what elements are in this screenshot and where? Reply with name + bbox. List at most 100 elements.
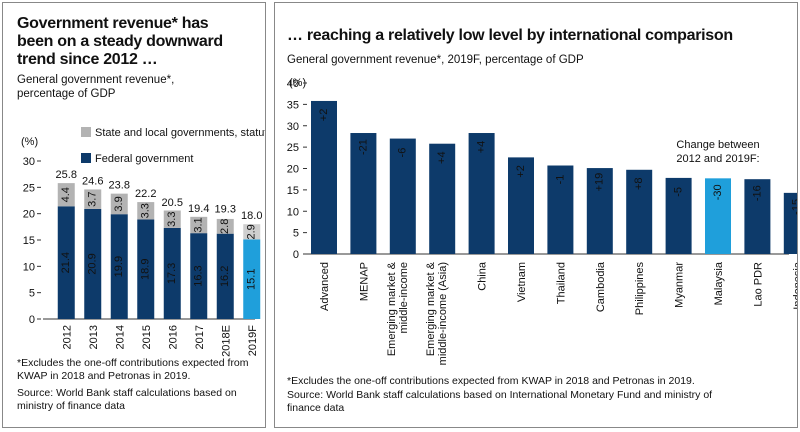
value-label: 3.3 (166, 212, 178, 227)
total-label: 20.5 (162, 197, 183, 209)
bar (626, 169, 653, 254)
y-tick-label: 5 (29, 288, 35, 300)
x-tick-label: 2012 (61, 325, 73, 349)
x-tick-label: Lao PDR (752, 262, 764, 307)
chart-title: … reaching a relatively low level by int… (287, 27, 733, 44)
value-label: 2.8 (219, 219, 231, 234)
footnote: *Excludes the one-off contributions expe… (287, 375, 695, 387)
source: Source: World Bank staff calculations ba… (17, 387, 237, 412)
bar (744, 179, 771, 254)
total-label: 18.0 (241, 210, 262, 222)
change-label: -15 (791, 199, 797, 215)
value-label: 16.3 (193, 265, 205, 286)
y-tick-label: 25 (23, 182, 35, 194)
bar-segment (57, 183, 75, 207)
value-label: 21.4 (60, 252, 72, 273)
y-tick-label: 40 (287, 78, 299, 90)
change-label: -6 (397, 148, 409, 158)
bar-segment (84, 208, 102, 319)
x-tick-label: Advanced (319, 262, 331, 311)
y-tick-label: 20 (287, 164, 299, 176)
bar (547, 165, 574, 254)
left-panel: (%) 0 5 10 15 20 25 30 Federal government State a… (2, 2, 266, 428)
y-tick-label: 20 (23, 209, 35, 221)
chart: (%) 0 5 10 15 20 25 30 Federal government State a… (21, 127, 265, 357)
bar-segment (216, 218, 234, 234)
legend-label: State and local governments, statutory b… (95, 127, 265, 139)
x-tick-label: Emerging market &middle-income (Asia) (425, 261, 449, 365)
bar-segment (84, 189, 102, 209)
value-label: 19.9 (113, 256, 125, 277)
chart-title: Government revenue* has been on a steady… (17, 15, 223, 68)
y-tick-label: 10 (23, 261, 35, 273)
annotation: 2012 and 2019F: (676, 153, 759, 165)
value-label: 2.9 (246, 224, 258, 239)
bar-segment (57, 206, 75, 319)
bar-segment (110, 193, 128, 215)
right-panel: (%) 0 5 10 15 20 25 30 35 40 +2 Advanced -21 MENAP -6 E… (274, 2, 798, 428)
x-tick-label: 2015 (141, 325, 153, 349)
value-label: 16.2 (219, 266, 231, 287)
bar (586, 168, 613, 254)
total-label: 24.6 (82, 175, 103, 187)
value-label: 15.1 (246, 269, 258, 290)
y-tick-label: 25 (287, 142, 299, 154)
x-tick-label: Myanmar (674, 262, 686, 308)
bar-segment (243, 224, 261, 240)
bar-segment (243, 239, 261, 319)
y-tick-label: 15 (23, 235, 35, 247)
footnote: *Excludes the one-off contributions expe… (17, 357, 249, 382)
legend-label: Federal government (95, 153, 193, 165)
bar-segment (190, 233, 208, 319)
x-tick-label: 2014 (114, 325, 126, 349)
source: Source: World Bank staff calculations ba… (287, 389, 713, 414)
total-label: 19.4 (188, 203, 209, 215)
x-tick-label: Cambodia (595, 261, 607, 312)
x-tick-label: 2017 (194, 325, 206, 349)
bar (783, 192, 797, 254)
x-tick-label: 2016 (167, 325, 179, 349)
y-tick-label: 30 (23, 156, 35, 168)
x-tick-label: Emerging market &middle-income (386, 261, 410, 356)
x-tick-label: 2013 (88, 325, 100, 349)
x-tick-label: 2018E (220, 325, 232, 357)
y-tick-label: 15 (287, 185, 299, 197)
total-label: 19.3 (215, 203, 236, 215)
value-label: 4.4 (60, 187, 72, 202)
bar (350, 133, 377, 254)
change-label: +2 (515, 165, 527, 178)
y-axis-label: (%) (21, 136, 38, 148)
bar (508, 157, 534, 254)
total-label: 22.2 (135, 188, 156, 200)
value-label: 17.3 (166, 263, 178, 284)
change-label: -5 (673, 187, 685, 197)
y-tick-label: 0 (29, 314, 35, 326)
change-label: +8 (633, 178, 645, 191)
bar (389, 138, 416, 254)
legend-swatch (81, 127, 91, 137)
value-label: 3.1 (193, 217, 205, 232)
y-axis-label: (%) (289, 77, 306, 89)
value-label: 18.9 (140, 259, 152, 280)
bar (705, 178, 731, 254)
value-label: 20.9 (87, 253, 99, 274)
bar-segment (137, 202, 155, 220)
y-tick-label: 5 (293, 228, 299, 240)
bar-segment (163, 210, 181, 228)
change-label: +4 (436, 151, 448, 164)
subtitle: General government revenue*, 2019F, perc… (287, 54, 584, 66)
x-tick-label: Malaysia (713, 261, 725, 305)
bar (311, 100, 337, 254)
bar (429, 143, 456, 254)
y-tick-label: 35 (287, 99, 299, 111)
change-label: -21 (357, 139, 369, 155)
bar-segment (137, 219, 155, 319)
x-tick-label: Vietnam (516, 262, 528, 302)
change-label: +19 (594, 173, 606, 192)
change-label: -16 (751, 185, 763, 201)
x-tick-label: China (477, 261, 489, 291)
bar-segment (190, 216, 208, 234)
value-label: 3.3 (140, 203, 152, 218)
value-label: 3.9 (113, 196, 125, 211)
